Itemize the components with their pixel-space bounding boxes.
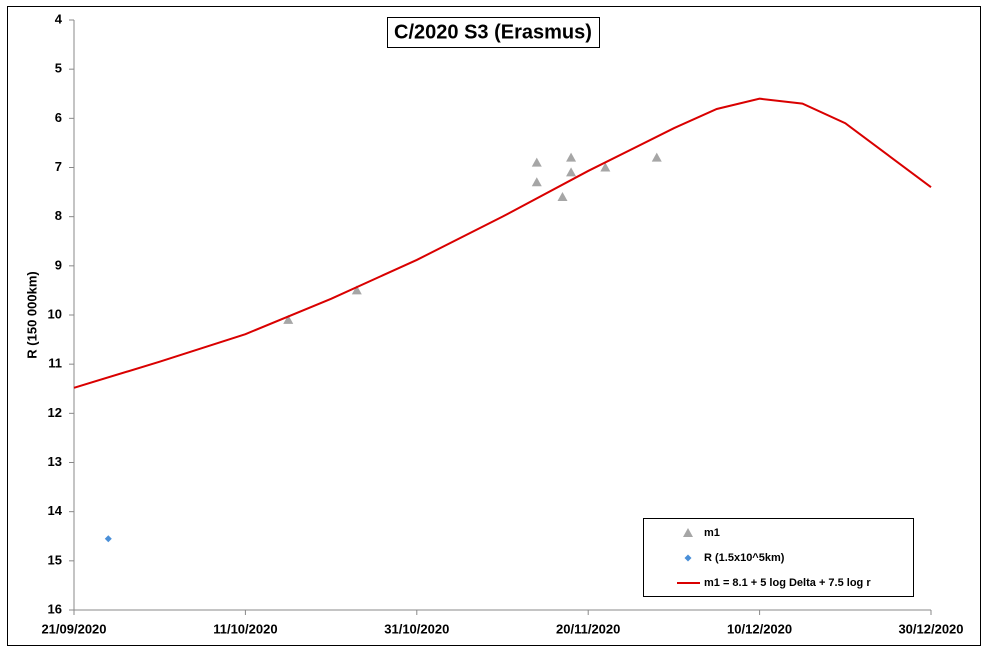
data-point	[651, 152, 662, 162]
y-tick-label: 6	[55, 110, 62, 125]
legend-swatch	[683, 528, 693, 537]
data-line	[73, 97, 932, 389]
y-tick-label: 10	[48, 306, 62, 321]
data-point	[600, 162, 611, 172]
y-axis-label: R (150 000km)	[24, 271, 39, 358]
chart-title: C/2020 S3 (Erasmus)	[394, 21, 592, 43]
y-tick-label: 16	[48, 601, 62, 616]
data-point	[566, 167, 577, 177]
y-tick-label: 11	[48, 356, 62, 371]
y-tick-label: 4	[55, 11, 63, 26]
data-point	[557, 192, 568, 201]
x-tick-label: 31/10/2020	[384, 621, 449, 636]
data-point	[283, 314, 294, 324]
data-point	[531, 177, 542, 187]
title-box	[387, 17, 600, 48]
data-point	[566, 152, 577, 162]
x-tick-label: 21/09/2020	[41, 621, 106, 636]
y-tick-label: 15	[48, 552, 62, 567]
y-tick-label: 12	[48, 405, 62, 420]
y-tick-label: 8	[55, 208, 62, 223]
legend-swatch	[684, 554, 692, 562]
data-point	[351, 285, 362, 295]
x-tick-label: 11/10/2020	[213, 621, 277, 636]
x-tick-label: 20/11/2020	[556, 621, 620, 636]
y-tick-label: 14	[48, 503, 63, 518]
y-tick-label: 5	[55, 61, 62, 76]
x-tick-label: 30/12/2020	[898, 621, 963, 636]
y-tick-label: 9	[55, 257, 62, 272]
data-point	[531, 157, 542, 167]
legend-label: R (1.5x10^5km)	[704, 552, 785, 564]
data-point	[104, 535, 112, 543]
x-tick-label: 10/12/2020	[727, 621, 792, 636]
y-tick-label: 7	[55, 159, 62, 174]
legend-label: m1	[704, 527, 720, 539]
legend-label: m1 = 8.1 + 5 log Delta + 7.5 log r	[704, 577, 871, 589]
y-tick-label: 13	[48, 454, 62, 469]
